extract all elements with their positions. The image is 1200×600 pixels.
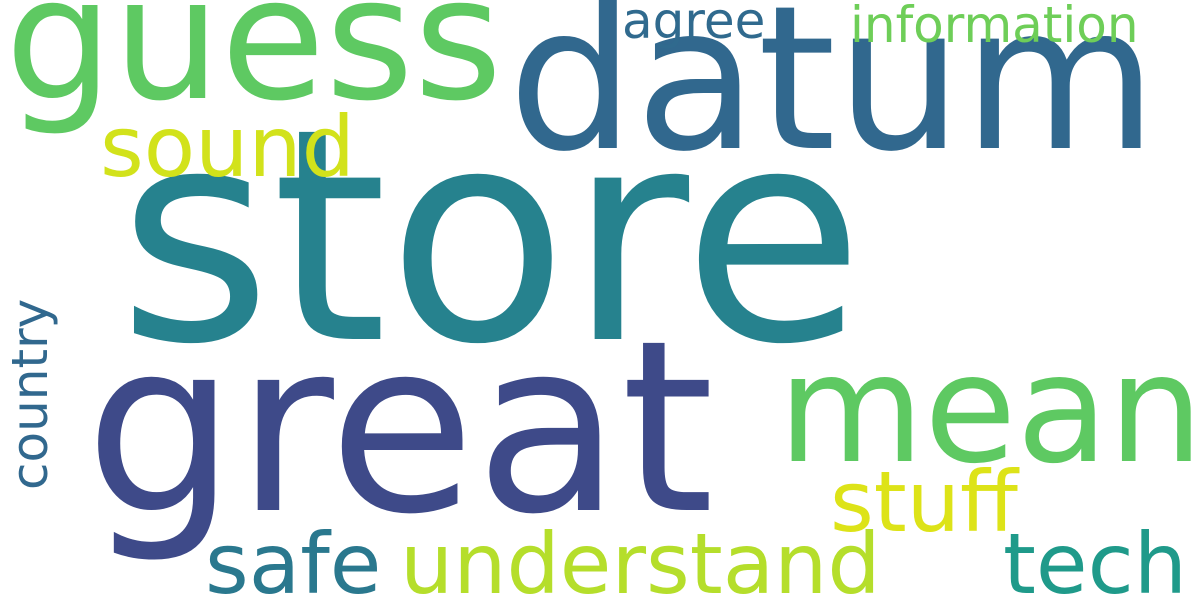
word-stuff: stuff xyxy=(830,453,1018,551)
word-guess: guess xyxy=(5,0,503,139)
word-understand: understand xyxy=(400,515,881,600)
word-great: great xyxy=(85,290,715,567)
word-store: store xyxy=(118,65,865,409)
word-safe: safe xyxy=(205,515,382,600)
word-tech: tech xyxy=(1003,515,1188,600)
word-country: country xyxy=(1,298,59,490)
word-information: information xyxy=(850,0,1139,54)
word-sound: sound xyxy=(100,98,355,196)
word-agree: agree xyxy=(622,0,766,50)
word-datum: datum xyxy=(508,0,1158,196)
word-mean: mean xyxy=(778,323,1200,497)
